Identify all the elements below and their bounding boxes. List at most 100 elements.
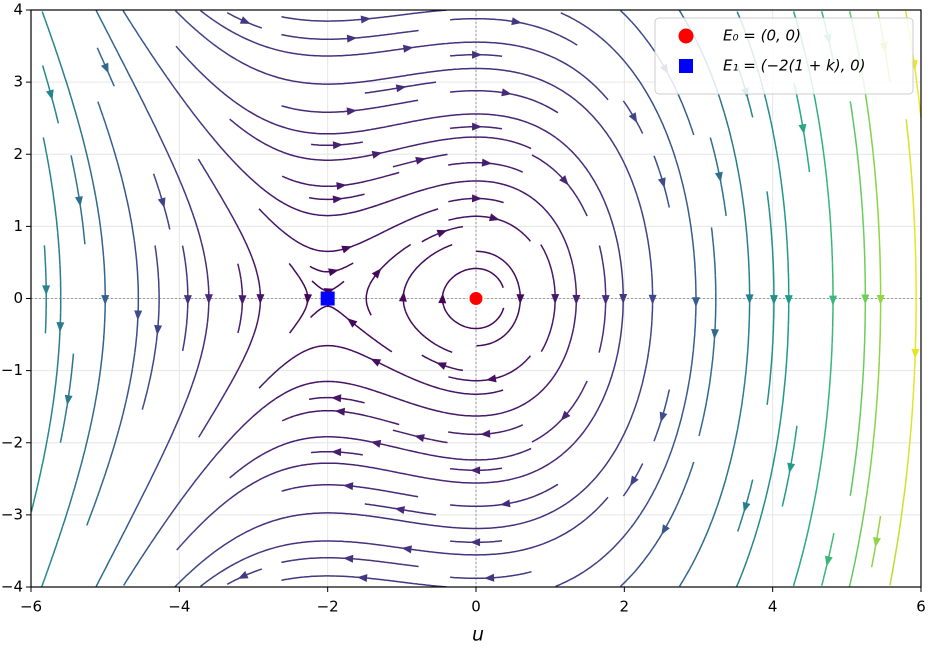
streamline	[281, 77, 298, 83]
streamline	[351, 349, 368, 358]
streamline	[495, 199, 504, 204]
flow-arrow	[560, 410, 571, 421]
streamline	[329, 82, 346, 85]
flow-arrow	[628, 112, 638, 123]
streamline	[56, 525, 64, 542]
streamline	[378, 468, 395, 473]
streamline	[821, 439, 825, 456]
streamline	[568, 328, 575, 345]
streamline	[455, 391, 472, 395]
streamline	[206, 306, 210, 323]
streamline	[504, 139, 521, 145]
streamline	[902, 486, 906, 503]
streamline	[128, 208, 133, 226]
streamline	[153, 457, 162, 473]
streamline	[491, 429, 508, 435]
streamline	[380, 87, 397, 92]
streamline	[504, 69, 521, 75]
streamline	[825, 407, 829, 424]
streamline	[135, 256, 139, 273]
streamline	[764, 483, 770, 500]
streamline	[677, 412, 684, 428]
streamline	[476, 342, 493, 347]
y-tick-label: −2	[1, 433, 23, 451]
streamline	[361, 35, 378, 39]
streamline	[370, 487, 387, 492]
streamline	[521, 396, 536, 407]
streamline	[69, 369, 73, 386]
streamline	[55, 216, 59, 233]
streamline	[380, 516, 397, 521]
streamline	[175, 89, 187, 104]
flow-arrow	[336, 182, 347, 191]
streamline	[744, 222, 748, 239]
streamline	[488, 136, 505, 141]
streamline	[584, 212, 588, 217]
streamline	[531, 197, 545, 210]
streamline	[203, 509, 217, 522]
streamline	[827, 199, 831, 216]
streamline	[301, 53, 318, 57]
streamline	[240, 35, 256, 44]
streamline	[361, 79, 378, 83]
flow-arrow	[370, 439, 382, 448]
streamline	[747, 334, 750, 351]
streamline	[177, 572, 190, 585]
streamline	[340, 195, 357, 200]
streamline	[828, 375, 832, 392]
streamline	[281, 559, 292, 564]
streamline	[392, 162, 409, 168]
streamline	[898, 518, 902, 535]
streamline	[181, 245, 186, 262]
streamline	[255, 25, 263, 29]
streamline	[427, 81, 437, 85]
streamline	[535, 462, 551, 472]
streamline	[147, 372, 153, 389]
streamline	[369, 543, 386, 547]
streamline	[227, 429, 240, 443]
flow-arrow	[341, 245, 353, 254]
streamline	[873, 169, 877, 186]
streamline	[295, 437, 312, 442]
streamline	[568, 65, 583, 76]
streamline	[143, 388, 149, 405]
streamline	[332, 512, 349, 515]
streamline	[291, 350, 306, 360]
streamline	[408, 29, 419, 33]
x-tick-label: 0	[471, 598, 481, 616]
streamline	[294, 239, 310, 249]
streamline	[188, 561, 202, 574]
streamline	[192, 520, 205, 533]
streamline	[870, 440, 875, 457]
flow-arrow	[237, 570, 249, 579]
streamline	[240, 279, 244, 296]
flow-arrow	[64, 394, 73, 406]
streamline	[910, 166, 913, 184]
streamline	[681, 102, 689, 119]
streamline	[179, 182, 188, 198]
streamline	[440, 137, 457, 141]
flow-arrow	[488, 213, 500, 222]
streamline	[727, 127, 734, 144]
streamline	[810, 502, 815, 519]
streamline	[409, 142, 426, 148]
streamline	[378, 198, 395, 206]
streamline	[876, 376, 880, 393]
streamline	[329, 37, 346, 40]
streamline	[813, 486, 818, 503]
flow-arrow	[436, 229, 448, 238]
streamline	[285, 513, 302, 519]
streamline	[450, 504, 467, 507]
streamline	[272, 195, 287, 206]
streamline	[320, 344, 337, 348]
streamline	[281, 487, 292, 492]
flow-arrow	[332, 195, 343, 204]
streamline	[675, 491, 684, 507]
flow-arrow	[798, 123, 807, 135]
streamline	[412, 324, 425, 338]
streamline	[673, 427, 680, 444]
streamline	[500, 453, 517, 459]
streamline	[735, 575, 742, 587]
streamline	[543, 536, 559, 545]
